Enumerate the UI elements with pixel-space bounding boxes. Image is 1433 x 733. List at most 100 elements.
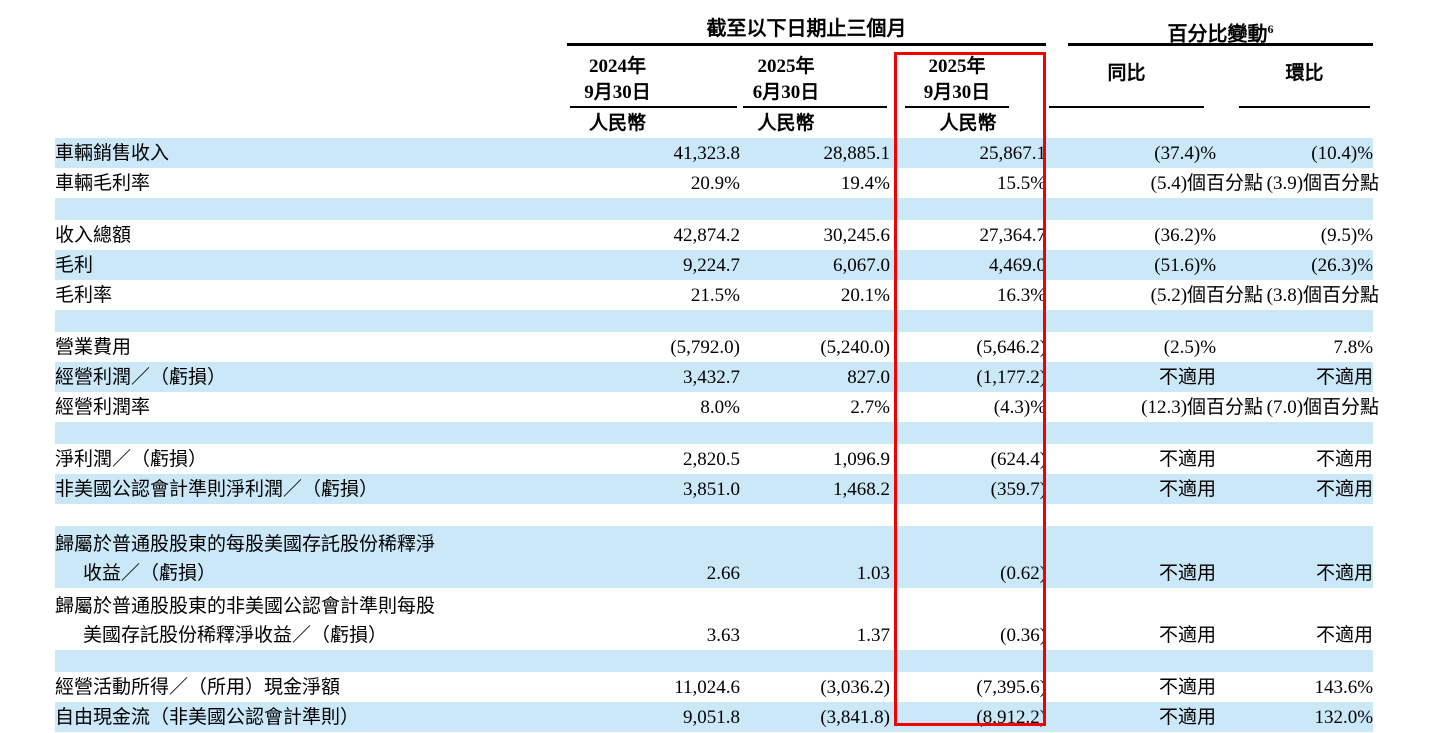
column-header-2025-06-30: 2025年 6月30日: [743, 50, 887, 108]
value-cell: 不適用: [1046, 362, 1217, 392]
currency-label: 人民幣: [588, 112, 646, 134]
value-cell: 不適用: [1159, 625, 1217, 646]
spacer-cell: [55, 504, 1373, 526]
value-cell: 143.6%: [1314, 677, 1374, 698]
value-cell: 27,364.7: [979, 225, 1047, 246]
value-cell: 20.9%: [690, 173, 740, 194]
row-label: 營業費用: [55, 337, 132, 358]
row-label: 非美國公認會計準則淨利潤／（虧損）: [55, 474, 567, 504]
group-header-row: 截至以下日期止三個月 百分比變動6: [55, 16, 1374, 46]
value-cell: 1.37: [856, 625, 890, 646]
value-cell: 30,245.6: [823, 225, 891, 246]
row-label: 經營利潤率: [55, 397, 151, 418]
pp-value: (3.9)個百分點: [1266, 173, 1380, 194]
pp-value: (5.2)個百分點: [1150, 285, 1264, 306]
row-label: 經營活動所得／（所用）現金淨額: [55, 677, 341, 698]
pp-value: (12.3)個百分點: [1141, 397, 1264, 418]
value-cell: (624.4): [990, 449, 1047, 470]
value-cell: 2,820.5: [683, 449, 740, 470]
column-header-row: 2024年 9月30日 2025年 6月30日 2025年 9月30日 同比 環比: [55, 46, 1373, 108]
spacer-row: [55, 422, 1374, 444]
spacer-cell: [55, 650, 1374, 672]
row-label: 收入總額: [55, 225, 132, 246]
value-cell: (2.5)%: [1163, 337, 1217, 358]
currency-label: 人民幣: [757, 112, 815, 134]
value-cell: 1.03: [740, 526, 890, 588]
period-group-header: 截至以下日期止三個月: [567, 16, 1047, 46]
spacer-cell: [55, 310, 1374, 332]
value-cell: (10.4)%: [1216, 138, 1374, 168]
financial-summary-table: 截至以下日期止三個月 百分比變動6 2024年 9月30日 2025年 6月30日 …: [55, 16, 1379, 732]
value-cell: 不適用: [1046, 526, 1217, 588]
spacer-cell: [55, 422, 1374, 444]
value-cell: 7.8%: [1333, 337, 1374, 358]
value-cell: (3.9)個百分點: [1216, 168, 1379, 198]
spacer-row: [55, 650, 1374, 672]
value-cell: 132.0%: [1216, 702, 1374, 732]
value-cell: 3,432.7: [567, 362, 740, 392]
row-label-line1: 歸屬於普通股股東的非美國公認會計準則每股: [55, 596, 436, 617]
value-cell: 3.63: [706, 625, 740, 646]
value-cell: 6,067.0: [740, 250, 890, 280]
table-row: 經營活動所得／（所用）現金淨額 11,024.6 (3,036.2) (7,395.6…: [55, 672, 1373, 702]
value-cell: 1,468.2: [740, 474, 890, 504]
value-cell: (8,912.2): [890, 702, 1047, 732]
table-row: 毛利 9,224.7 6,067.0 4,469.0 (51.6)% (26.3)%: [55, 250, 1374, 280]
spacer-cell: [55, 198, 1374, 220]
value-cell: 19.4%: [840, 173, 890, 194]
table-row: 歸屬於普通股股東的非美國公認會計準則每股美國存託股份稀釋淨收益／（虧損） 3.63…: [55, 588, 1373, 650]
value-cell: 827.0: [740, 362, 890, 392]
row-label: 經營利潤／（虧損）: [55, 362, 567, 392]
table-row: 淨利潤／（虧損） 2,820.5 1,096.9 (624.4) 不適用 不適用: [55, 444, 1373, 474]
value-cell: (3,036.2): [820, 677, 890, 698]
value-cell: (3.8)個百分點: [1216, 280, 1379, 310]
value-cell: (0.62): [890, 526, 1047, 588]
value-cell: 2.66: [567, 526, 740, 588]
row-label-line2: 美國存託股份稀釋淨收益／（虧損）: [83, 625, 388, 646]
value-cell: (5,646.2): [976, 337, 1047, 358]
value-cell: 不適用: [1046, 702, 1217, 732]
row-label: 歸屬於普通股股東的非美國公認會計準則每股美國存託股份稀釋淨收益／（虧損）: [55, 588, 567, 650]
value-cell: (0.36): [1000, 625, 1047, 646]
value-cell: 21.5%: [690, 285, 740, 306]
value-cell: 不適用: [1159, 677, 1217, 698]
value-cell: (5,792.0): [670, 337, 740, 358]
value-cell: (37.4)%: [1046, 138, 1217, 168]
value-cell: (5.2)個百分點: [1046, 280, 1263, 310]
column-header-yoy: 同比: [1049, 46, 1205, 108]
footnote-marker: 6: [1267, 22, 1274, 36]
value-cell: 4,469.0: [890, 250, 1047, 280]
spacer-row: [55, 198, 1374, 220]
row-label: 淨利潤／（虧損）: [55, 449, 208, 470]
currency-row: 人民幣 人民幣 人民幣: [55, 108, 1373, 138]
table-row: 毛利率 21.5% 20.1% 16.3% (5.2)個百分點 (3.8)個百分點: [55, 280, 1379, 310]
row-label: 毛利: [55, 250, 567, 280]
value-cell: 9,224.7: [567, 250, 740, 280]
pp-value: (5.4)個百分點: [1150, 173, 1264, 194]
value-cell: (3,841.8): [740, 702, 890, 732]
table-row: 營業費用 (5,792.0) (5,240.0) (5,646.2) (2.5)% 7.8…: [55, 332, 1373, 362]
value-cell: (5.4)個百分點: [1046, 168, 1263, 198]
table-row: 車輛銷售收入 41,323.8 28,885.1 25,867.1 (37.4)% (10…: [55, 138, 1374, 168]
table-row: 歸屬於普通股股東的每股美國存託股份稀釋淨 收益／（虧損） 2.66 1.03 (0.62…: [55, 526, 1374, 588]
value-cell: (359.7): [890, 474, 1047, 504]
value-cell: 41,323.8: [567, 138, 740, 168]
percentage-change-group-header: 百分比變動6: [1068, 16, 1374, 46]
value-cell: (12.3)個百分點: [1046, 392, 1263, 422]
value-cell: 不適用: [1159, 449, 1217, 470]
table-header: 截至以下日期止三個月 百分比變動6 2024年 9月30日 2025年 6月30日 …: [55, 16, 1374, 138]
row-label-line1: 歸屬於普通股股東的每股美國存託股份稀釋淨: [55, 534, 436, 555]
spacer-row: [55, 310, 1374, 332]
table-row: 非美國公認會計準則淨利潤／（虧損） 3,851.0 1,468.2 (359.7) 不適…: [55, 474, 1374, 504]
table-body: 車輛銷售收入 41,323.8 28,885.1 25,867.1 (37.4)% (10…: [55, 138, 1379, 732]
label-column-header: [55, 16, 567, 46]
value-cell: 2.7%: [850, 397, 890, 418]
value-cell: (51.6)%: [1046, 250, 1217, 280]
value-cell: 15.5%: [996, 173, 1047, 194]
value-cell: 不適用: [1216, 362, 1374, 392]
value-cell: 不適用: [1316, 449, 1374, 470]
value-cell: 1,096.9: [833, 449, 890, 470]
value-cell: 28,885.1: [740, 138, 890, 168]
column-header-2024-09-30: 2024年 9月30日: [570, 50, 737, 108]
